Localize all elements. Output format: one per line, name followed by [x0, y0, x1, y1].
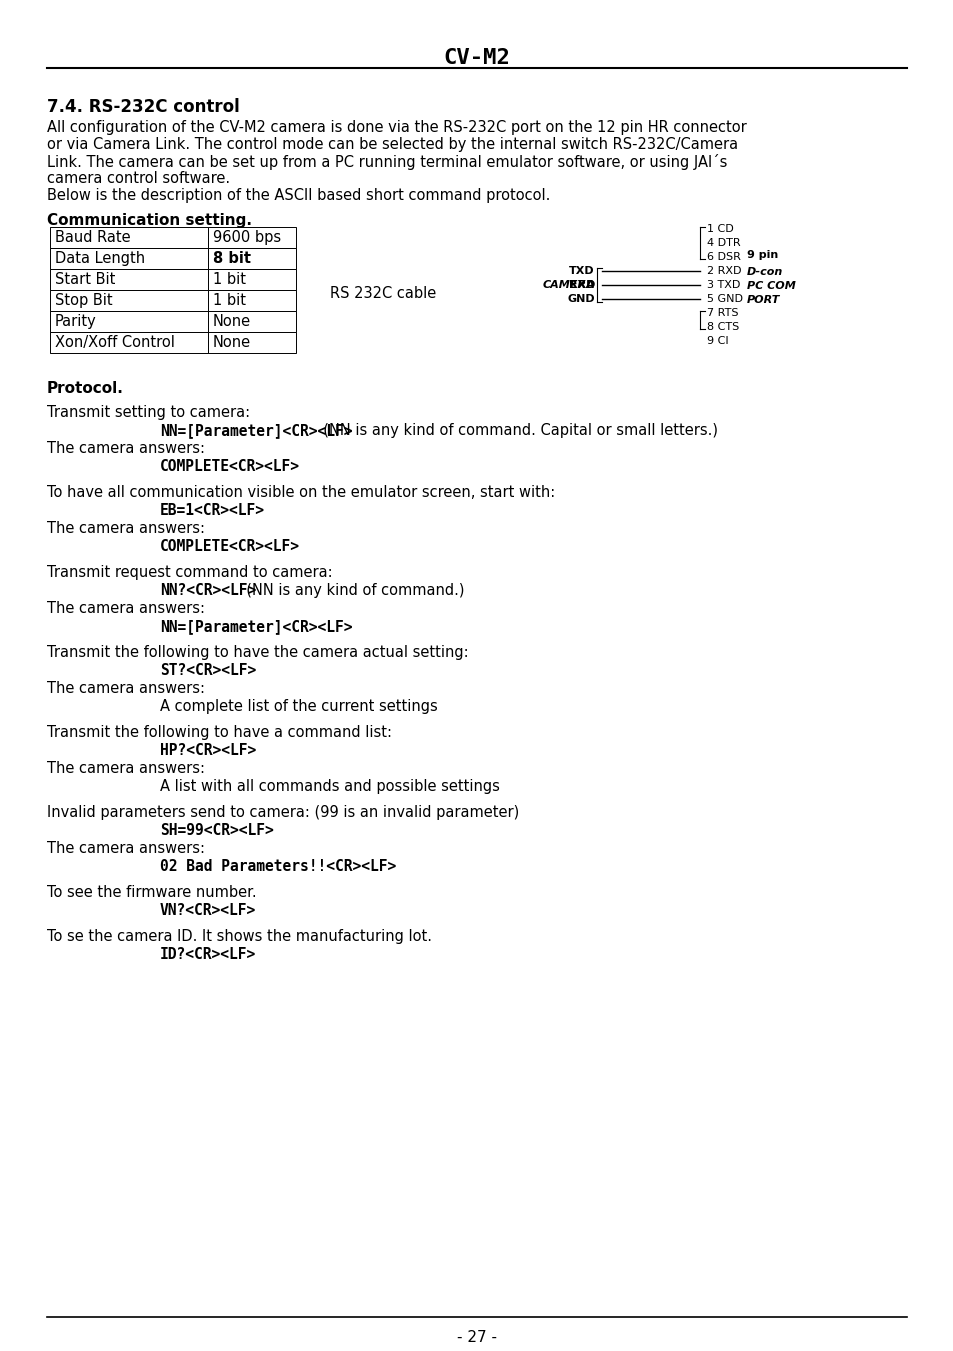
- Bar: [208, 227, 295, 249]
- Text: NN=[Parameter]<CR><LF>: NN=[Parameter]<CR><LF>: [160, 619, 352, 634]
- Bar: [208, 332, 295, 353]
- Text: 6 DSR: 6 DSR: [706, 253, 740, 262]
- Text: Below is the description of the ASCII based short command protocol.: Below is the description of the ASCII ba…: [47, 188, 550, 203]
- Text: The camera answers:: The camera answers:: [47, 681, 205, 696]
- Text: COMPLETE<CR><LF>: COMPLETE<CR><LF>: [160, 539, 299, 554]
- Bar: [50, 311, 208, 332]
- Text: GND: GND: [567, 295, 595, 304]
- Text: 1 bit: 1 bit: [213, 293, 246, 308]
- Text: HP?<CR><LF>: HP?<CR><LF>: [160, 743, 256, 758]
- Text: SH=99<CR><LF>: SH=99<CR><LF>: [160, 823, 274, 838]
- Text: All configuration of the CV-M2 camera is done via the RS-232C port on the 12 pin: All configuration of the CV-M2 camera is…: [47, 120, 746, 135]
- Text: ST?<CR><LF>: ST?<CR><LF>: [160, 663, 256, 678]
- Bar: [208, 269, 295, 290]
- Text: PC COM: PC COM: [746, 281, 795, 290]
- Bar: [50, 227, 208, 249]
- Text: To se the camera ID. It shows the manufacturing lot.: To se the camera ID. It shows the manufa…: [47, 929, 432, 944]
- Text: Communication setting.: Communication setting.: [47, 213, 252, 228]
- Text: 9600 bps: 9600 bps: [213, 230, 281, 245]
- Text: None: None: [213, 335, 251, 350]
- Text: 1 CD: 1 CD: [706, 224, 733, 234]
- Text: PORT: PORT: [746, 295, 780, 305]
- Text: To see the firmware number.: To see the firmware number.: [47, 885, 256, 900]
- Text: (NN is any kind of command. Capital or small letters.): (NN is any kind of command. Capital or s…: [314, 423, 718, 438]
- Text: The camera answers:: The camera answers:: [47, 521, 205, 536]
- Bar: [50, 249, 208, 269]
- Text: Baud Rate: Baud Rate: [55, 230, 131, 245]
- Bar: [208, 290, 295, 311]
- Text: The camera answers:: The camera answers:: [47, 842, 205, 857]
- Text: COMPLETE<CR><LF>: COMPLETE<CR><LF>: [160, 459, 299, 474]
- Text: The camera answers:: The camera answers:: [47, 440, 205, 457]
- Text: 4 DTR: 4 DTR: [706, 238, 740, 249]
- Text: 02 Bad Parameters!!<CR><LF>: 02 Bad Parameters!!<CR><LF>: [160, 859, 395, 874]
- Text: VN?<CR><LF>: VN?<CR><LF>: [160, 902, 256, 917]
- Text: None: None: [213, 313, 251, 330]
- Text: The camera answers:: The camera answers:: [47, 761, 205, 775]
- Text: 8 bit: 8 bit: [213, 251, 251, 266]
- Text: To have all communication visible on the emulator screen, start with:: To have all communication visible on the…: [47, 485, 555, 500]
- Text: (NN is any kind of command.): (NN is any kind of command.): [236, 584, 464, 598]
- Text: Transmit request command to camera:: Transmit request command to camera:: [47, 565, 333, 580]
- Text: D-con: D-con: [746, 267, 782, 277]
- Text: CAMERA: CAMERA: [541, 280, 595, 290]
- Text: Link. The camera can be set up from a PC running terminal emulator software, or : Link. The camera can be set up from a PC…: [47, 154, 726, 170]
- Text: 9 CI: 9 CI: [706, 336, 728, 346]
- Text: 9 pin: 9 pin: [746, 250, 778, 259]
- Text: camera control software.: camera control software.: [47, 172, 230, 186]
- Text: Stop Bit: Stop Bit: [55, 293, 112, 308]
- Text: Data Length: Data Length: [55, 251, 145, 266]
- Text: EB=1<CR><LF>: EB=1<CR><LF>: [160, 503, 265, 517]
- Text: Transmit setting to camera:: Transmit setting to camera:: [47, 405, 250, 420]
- Text: CV-M2: CV-M2: [443, 49, 510, 68]
- Text: 1 bit: 1 bit: [213, 272, 246, 286]
- Text: RS 232C cable: RS 232C cable: [330, 286, 436, 301]
- Bar: [50, 332, 208, 353]
- Text: Protocol.: Protocol.: [47, 381, 124, 396]
- Bar: [50, 290, 208, 311]
- Text: or via Camera Link. The control mode can be selected by the internal switch RS-2: or via Camera Link. The control mode can…: [47, 136, 738, 153]
- Text: 5 GND: 5 GND: [706, 295, 742, 304]
- Text: A complete list of the current settings: A complete list of the current settings: [160, 698, 437, 713]
- Text: Parity: Parity: [55, 313, 96, 330]
- Text: RXD: RXD: [568, 280, 595, 290]
- Text: 8 CTS: 8 CTS: [706, 322, 739, 332]
- Bar: [208, 249, 295, 269]
- Text: 2 RXD: 2 RXD: [706, 266, 740, 276]
- Text: A list with all commands and possible settings: A list with all commands and possible se…: [160, 780, 499, 794]
- Text: Xon/Xoff Control: Xon/Xoff Control: [55, 335, 174, 350]
- Text: 7.4. RS-232C control: 7.4. RS-232C control: [47, 99, 239, 116]
- Text: Invalid parameters send to camera: (99 is an invalid parameter): Invalid parameters send to camera: (99 i…: [47, 805, 518, 820]
- Bar: [50, 269, 208, 290]
- Text: NN=[Parameter]<CR><LF>: NN=[Parameter]<CR><LF>: [160, 423, 352, 438]
- Text: Transmit the following to have the camera actual setting:: Transmit the following to have the camer…: [47, 644, 468, 661]
- Text: Start Bit: Start Bit: [55, 272, 115, 286]
- Text: TXD: TXD: [569, 266, 595, 276]
- Text: The camera answers:: The camera answers:: [47, 601, 205, 616]
- Text: - 27 -: - 27 -: [456, 1329, 497, 1346]
- Text: NN?<CR><LF>: NN?<CR><LF>: [160, 584, 256, 598]
- Text: 7 RTS: 7 RTS: [706, 308, 738, 317]
- Text: Transmit the following to have a command list:: Transmit the following to have a command…: [47, 725, 392, 740]
- Text: 3 TXD: 3 TXD: [706, 280, 740, 290]
- Text: ID?<CR><LF>: ID?<CR><LF>: [160, 947, 256, 962]
- Bar: [208, 311, 295, 332]
